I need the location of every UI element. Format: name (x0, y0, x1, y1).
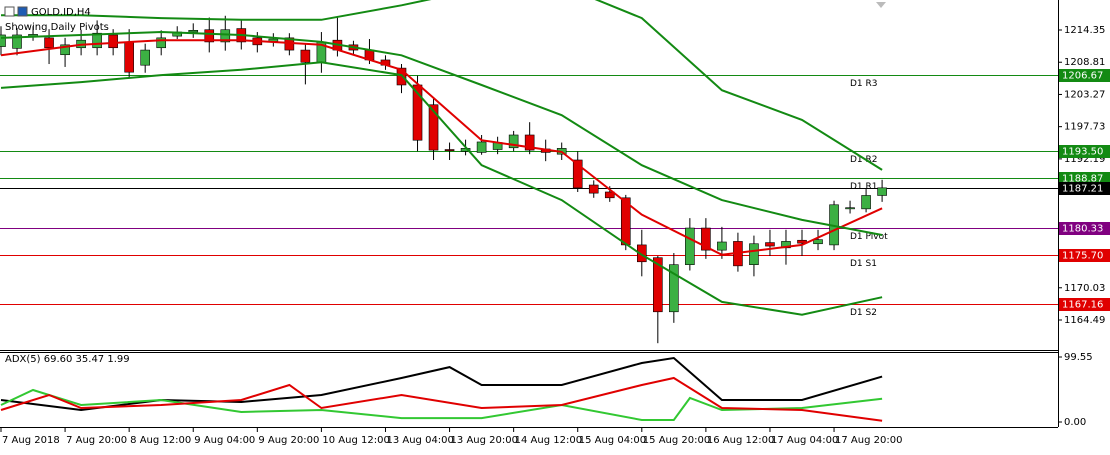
candle-body (220, 29, 231, 43)
x-tick-label: 15 Aug 20:00 (643, 435, 710, 446)
x-tick-label: 14 Aug 12:00 (515, 435, 582, 446)
y-tick-label: 1164.49 (1064, 315, 1105, 326)
candle-body (508, 134, 519, 149)
indicator-line (0, 39, 883, 256)
price-box-label: 1188.87 (1062, 174, 1103, 185)
price-box-label: 1187.21 (1062, 184, 1103, 195)
candle-body (749, 243, 759, 265)
x-tick-label: 16 Aug 12:00 (707, 435, 774, 446)
candle-body (717, 241, 727, 251)
y-tick-label: 1192.19 (1064, 154, 1105, 165)
candle-body (476, 141, 487, 153)
x-tick-label: 17 Aug 04:00 (771, 435, 838, 446)
indicator-line (0, 30, 883, 236)
x-tick-label: 7 Aug 20:00 (66, 435, 127, 446)
x-tick-label: 7 Aug 2018 (2, 435, 60, 446)
price-box (1059, 145, 1110, 158)
icon (17, 6, 28, 17)
y-tick-label: 1203.27 (1064, 89, 1105, 100)
candle-body (44, 37, 54, 49)
y-tick-label: 1208.81 (1064, 57, 1105, 68)
chart-title: GOLD.ID,H4 (31, 7, 91, 18)
y-tick-label: 1197.73 (1064, 122, 1105, 133)
pivot-label: D1 S2 (850, 308, 877, 318)
candle-body (813, 239, 823, 245)
candle-body (60, 44, 70, 56)
candle-body (92, 32, 102, 49)
price-box (1059, 298, 1110, 311)
adx-line (0, 356, 883, 412)
candle-body (428, 104, 439, 151)
price-box (1059, 69, 1110, 82)
y-tick-label: 1214.35 (1064, 25, 1105, 36)
y-tick-label: 0.00 (1064, 417, 1086, 428)
candle-body (204, 29, 215, 43)
candle-body (669, 264, 679, 313)
candle-body (653, 257, 663, 313)
candle-body (12, 34, 22, 49)
candle-body (0, 34, 6, 47)
candle-body (188, 30, 199, 33)
adx-line (0, 376, 883, 422)
x-tick-label: 17 Aug 20:00 (835, 435, 902, 446)
pivot-label: D1 Pivot (850, 232, 888, 242)
shift-marker (876, 2, 886, 8)
indicator-line (1, 0, 883, 171)
x-tick-label: 8 Aug 12:00 (130, 435, 191, 446)
icon (4, 6, 15, 17)
candle-body (861, 195, 871, 210)
price-box (1059, 182, 1110, 195)
price-box-label: 1167.16 (1062, 300, 1103, 311)
price-box-label: 1180.33 (1062, 224, 1103, 235)
y-tick-label: 1170.03 (1064, 283, 1105, 294)
candle-body (108, 34, 118, 49)
pivot-label: D1 R2 (850, 155, 878, 165)
candle-body (701, 227, 711, 251)
indicator-title: ADX(5) 69.60 35.47 1.99 (5, 354, 130, 365)
candle-body (604, 191, 615, 199)
price-box-label: 1175.70 (1062, 251, 1103, 262)
adx-line (0, 388, 883, 421)
price-box-label: 1206.67 (1062, 71, 1103, 82)
candle-body (636, 244, 647, 263)
candle-body (588, 184, 599, 194)
price-pane: D1 R3 D1 R2 D1 R1 D1 Pivot D1 S1 D1 S2 (0, 0, 1058, 344)
candle-body (765, 242, 775, 247)
pivot-label: D1 R3 (850, 79, 878, 89)
candle-body (124, 41, 134, 73)
candle-body (300, 49, 311, 63)
title-block: GOLD.ID,H4 Showing Daily Pivots ADX(5) 6… (4, 6, 130, 365)
price-box (1059, 222, 1110, 235)
candle-body (444, 149, 455, 151)
x-tick-label: 13 Aug 04:00 (386, 435, 453, 446)
y-tick-label: 99.55 (1064, 352, 1093, 363)
x-tick-label: 9 Aug 04:00 (194, 435, 255, 446)
pivot-label: D1 S1 (850, 259, 877, 269)
candle-body (877, 187, 887, 196)
x-tick-label: 9 Aug 20:00 (258, 435, 319, 446)
indicator-line (0, 61, 883, 316)
candle-body (524, 134, 535, 151)
candle-body (797, 239, 807, 244)
candle-body (140, 49, 150, 66)
price-box (1059, 249, 1110, 262)
x-tick-label: 10 Aug 12:00 (322, 435, 389, 446)
candle-body (572, 159, 583, 189)
pivot-label: D1 R1 (850, 182, 878, 192)
adx-pane (0, 356, 883, 422)
x-tick-label: 13 Aug 20:00 (451, 435, 518, 446)
x-tick-label: 15 Aug 04:00 (579, 435, 646, 446)
price-box-label: 1193.50 (1062, 147, 1103, 158)
candle-body (156, 37, 166, 49)
chart-subtitle: Showing Daily Pivots (5, 22, 109, 33)
candle-body (685, 227, 695, 265)
candle-body (845, 207, 855, 210)
price-box (1059, 172, 1110, 185)
